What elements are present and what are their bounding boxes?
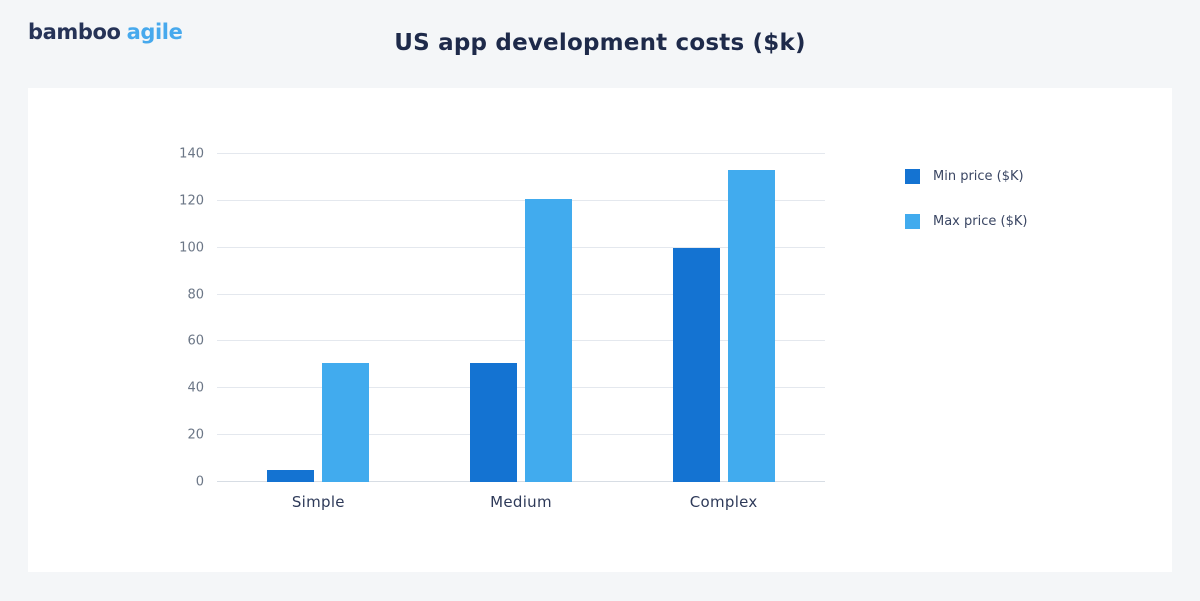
- legend-label: Min price ($K): [933, 169, 1024, 184]
- x-axis-label-complex: Complex: [689, 493, 758, 511]
- bar-group-complex: Complex: [622, 154, 825, 511]
- y-axis-tick-label: 60: [187, 333, 204, 349]
- gridline: [217, 246, 825, 248]
- y-axis-tick-label: 0: [195, 474, 204, 490]
- y-axis-tick-label: 20: [187, 427, 204, 443]
- y-axis-tick-label: 40: [187, 380, 204, 396]
- x-axis-label-simple: Simple: [291, 493, 345, 511]
- y-axis-tick-label: 120: [179, 193, 204, 209]
- y-axis-tick-label: 140: [179, 146, 204, 162]
- chart-card: 0 20 40 60 80 100 120 140 Simple Medium Complex Mi…: [28, 88, 1172, 572]
- x-axis-label-medium: Medium: [490, 493, 552, 511]
- y-axis-tick-label: 80: [187, 287, 204, 303]
- legend: Min price ($K) Max price ($K): [905, 169, 1027, 259]
- gridline: [217, 434, 825, 436]
- gridline: [217, 293, 825, 295]
- brand-logo: bamboo agile: [28, 20, 183, 44]
- min-price-bar-complex: [672, 247, 720, 482]
- bar-group-medium: Medium: [420, 154, 623, 511]
- min-price-bar-medium: [470, 362, 517, 482]
- bar-group-simple: Simple: [217, 154, 420, 511]
- max-price-bar-complex: [727, 170, 775, 482]
- min-price-bar-simple: [267, 470, 315, 482]
- legend-swatch: [905, 169, 920, 184]
- gridline: [217, 199, 825, 201]
- logo-text-bamboo: bamboo: [28, 20, 121, 44]
- legend-swatch: [905, 214, 920, 229]
- max-price-bar-simple: [322, 362, 370, 482]
- legend-item-max-price: Max price ($K): [905, 214, 1027, 229]
- gridline: [217, 387, 825, 389]
- chart-title: US app development costs ($k): [394, 30, 806, 56]
- max-price-bar-medium: [525, 198, 572, 482]
- legend-item-min-price: Min price ($K): [905, 169, 1027, 184]
- gridline: [217, 153, 825, 154]
- gridline: [217, 481, 825, 482]
- legend-label: Max price ($K): [933, 214, 1028, 229]
- logo-text-agile: agile: [126, 20, 183, 44]
- bar-groups: Simple Medium Complex: [217, 154, 825, 511]
- gridline: [217, 340, 825, 342]
- y-axis-tick-label: 100: [179, 240, 204, 256]
- plot-area: 0 20 40 60 80 100 120 140 Simple Medium Complex: [179, 148, 825, 511]
